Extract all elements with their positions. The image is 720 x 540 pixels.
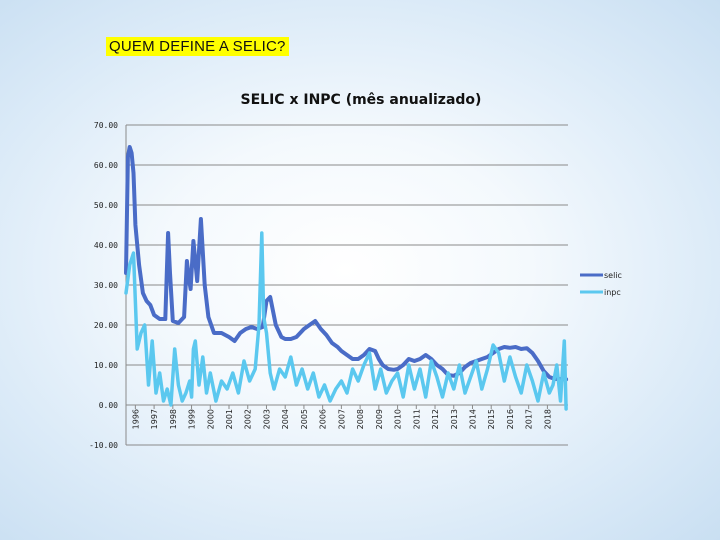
y-tick-label: 10.00 xyxy=(94,361,118,370)
series-line-selic xyxy=(124,145,569,382)
chart-title: SELIC x INPC (mês anualizado) xyxy=(0,92,720,108)
x-tick-label: 2003 xyxy=(262,409,271,429)
x-tick-label: 2010 xyxy=(394,409,403,429)
x-tick-label: 2000 xyxy=(206,409,215,429)
x-tick-label: 2015 xyxy=(487,409,496,429)
legend: selic inpc xyxy=(580,271,622,297)
y-tick-label: 40.00 xyxy=(94,241,118,250)
legend-label-selic: selic xyxy=(604,271,622,280)
x-tick-label: 2018 xyxy=(543,409,552,429)
x-tick-label: 1999 xyxy=(188,409,197,429)
x-tick-label: 2017 xyxy=(525,409,534,429)
x-tick-label: 2008 xyxy=(356,409,365,429)
x-tick-label: 2011 xyxy=(412,409,421,429)
x-tick-label: 2002 xyxy=(244,409,253,429)
x-tick-label: 2012 xyxy=(431,409,440,429)
x-tick-label: 2006 xyxy=(319,409,328,429)
x-tick-label: 2001 xyxy=(225,409,234,429)
x-tick-label: 2007 xyxy=(337,409,346,429)
legend-label-inpc: inpc xyxy=(604,288,621,297)
x-tick-label: 2009 xyxy=(375,409,384,429)
y-tick-label: 0.00 xyxy=(99,401,118,410)
series-lines xyxy=(124,145,569,411)
y-tick-label: -10.00 xyxy=(89,441,118,450)
x-tick-label: 2004 xyxy=(281,409,290,429)
y-tick-label: 50.00 xyxy=(94,201,118,210)
y-tick-label: 20.00 xyxy=(94,321,118,330)
x-tick-label: 1996 xyxy=(131,409,140,429)
x-tick-label: 2013 xyxy=(450,409,459,429)
x-tick-label: 2005 xyxy=(300,409,309,429)
y-tick-label: 30.00 xyxy=(94,281,118,290)
x-tick-label: 2016 xyxy=(506,409,515,429)
chart-title-text: SELIC x INPC (mês anualizado) xyxy=(240,92,482,108)
x-tick-label: 1997 xyxy=(150,409,159,429)
y-tick-label: 60.00 xyxy=(94,161,118,170)
y-tick-label: 70.00 xyxy=(94,121,118,130)
slide-title: QUEM DEFINE A SELIC? xyxy=(106,37,289,56)
x-tick-label: 2014 xyxy=(468,409,477,429)
series-line-inpc xyxy=(124,231,568,411)
y-axis-labels: -10.00 0.00 10.00 20.00 30.00 40.00 50.00 60.00… xyxy=(89,121,118,450)
x-axis-labels: 1996 1997 1998 1999 2000 2001 2002 2003 2004 2005… xyxy=(131,409,552,429)
x-tick-label: 1998 xyxy=(169,409,178,429)
